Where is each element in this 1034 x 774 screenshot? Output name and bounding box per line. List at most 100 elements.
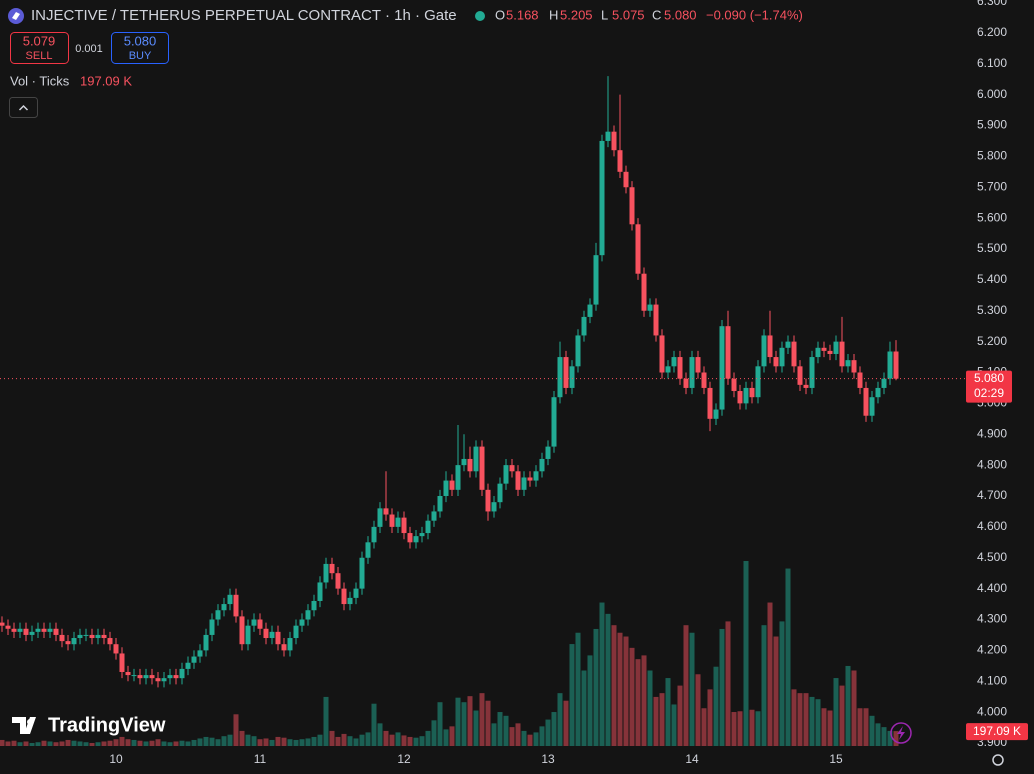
y-tick-label: 5.900 — [977, 118, 1007, 132]
symbol-title[interactable]: INJECTIVE / TETHERUS PERPETUAL CONTRACT … — [31, 7, 457, 24]
volume-bar — [671, 704, 677, 746]
candle-body — [479, 446, 485, 490]
volume-bar — [875, 723, 881, 746]
volume-bar — [497, 712, 503, 746]
candle-body — [215, 610, 221, 620]
volume-bar — [47, 741, 53, 746]
sell-button[interactable] — [10, 32, 69, 64]
volume-bar — [827, 710, 833, 746]
volume-bar — [395, 732, 401, 746]
volume-bar — [797, 693, 803, 746]
candle-body — [437, 496, 443, 512]
brand-logo-dot — [27, 719, 33, 725]
volume-bar — [881, 727, 887, 746]
y-tick-label: 4.600 — [977, 519, 1007, 533]
candle-body — [563, 357, 569, 388]
volume-bar — [71, 740, 77, 746]
volume-bar — [323, 696, 329, 746]
volume-bar — [641, 655, 647, 746]
last-price-label: 5.080 — [974, 371, 1004, 385]
symbol-logo-mark — [12, 12, 20, 20]
volume-bar — [59, 741, 65, 746]
volume-bar — [137, 740, 143, 746]
volume-bar — [887, 730, 893, 746]
collapse-icon — [18, 104, 29, 111]
y-tick-label: 6.000 — [977, 87, 1007, 101]
quick-action[interactable] — [890, 722, 912, 744]
volume-bar — [569, 644, 575, 746]
candle-body — [827, 350, 833, 354]
settings-icon[interactable] — [992, 754, 1004, 766]
candle-body — [545, 446, 551, 459]
volume-bar — [719, 628, 725, 746]
candle-body — [155, 678, 161, 682]
candle-body — [701, 372, 707, 388]
candle-body — [353, 588, 359, 598]
volume-bar — [725, 621, 731, 746]
volume-indicator-name[interactable]: Vol · Ticks — [10, 73, 70, 88]
sell-label: SELL — [26, 50, 53, 62]
candle-body — [29, 631, 35, 635]
volume-bar — [611, 625, 617, 746]
candle-body — [11, 628, 17, 632]
volume-bar — [809, 696, 815, 746]
candle-body — [209, 619, 215, 635]
candle-body — [779, 347, 785, 367]
candle-body — [485, 489, 491, 512]
volume-bar — [287, 739, 293, 746]
volume-bar — [371, 703, 377, 746]
candle-body — [869, 397, 875, 416]
volume-bar — [29, 742, 35, 746]
volume-bar — [821, 708, 827, 746]
volume-bar — [5, 741, 11, 746]
sell-price: 5.079 — [23, 33, 56, 48]
volume-bar — [581, 670, 587, 746]
market-status-dot[interactable] — [475, 11, 485, 21]
volume-bar — [353, 738, 359, 746]
buy-button[interactable] — [111, 32, 169, 64]
quick-action-icon — [897, 726, 905, 740]
volume-bar — [293, 739, 299, 746]
volume-bar — [773, 636, 779, 746]
price-change: −0.090 (−1.74%) — [706, 7, 803, 22]
candle-body — [221, 604, 227, 611]
volume-bar — [179, 740, 185, 746]
volume-bar — [167, 742, 173, 746]
brand-name[interactable]: TradingView — [48, 714, 166, 736]
y-tick-label: 5.800 — [977, 149, 1007, 163]
candle-body — [203, 634, 209, 651]
volume-bar — [833, 678, 839, 746]
candle-body — [863, 387, 869, 416]
candle-body — [371, 526, 377, 543]
spread: 0.001 — [75, 43, 103, 55]
volume-bar — [545, 719, 551, 746]
collapse-button[interactable] — [9, 97, 38, 118]
y-tick-label: 4.800 — [977, 457, 1007, 471]
candle-body — [347, 597, 353, 605]
candle-body — [161, 678, 167, 682]
volume-bar — [299, 739, 305, 746]
candle-body — [785, 341, 791, 348]
volume-bar — [185, 741, 191, 746]
candle-body — [53, 628, 59, 635]
candle-body — [443, 480, 449, 496]
volume-bar — [689, 632, 695, 746]
volume-bar — [419, 736, 425, 746]
candle-body — [749, 387, 755, 398]
ohlc-key: C — [652, 7, 661, 22]
volume-bar — [425, 730, 431, 746]
y-tick-label: 4.200 — [977, 643, 1007, 657]
candle-body — [587, 304, 593, 317]
candle-body — [761, 335, 767, 367]
candle-body — [557, 357, 563, 398]
volume-bar — [485, 700, 491, 746]
volume-bar — [491, 723, 497, 746]
volume-bar — [269, 739, 275, 746]
candle-body — [101, 634, 107, 639]
candle-body — [677, 357, 683, 379]
candle-body — [173, 675, 179, 679]
candle-body — [125, 671, 131, 676]
volume-bar — [851, 670, 857, 746]
volume-bar — [407, 736, 413, 746]
